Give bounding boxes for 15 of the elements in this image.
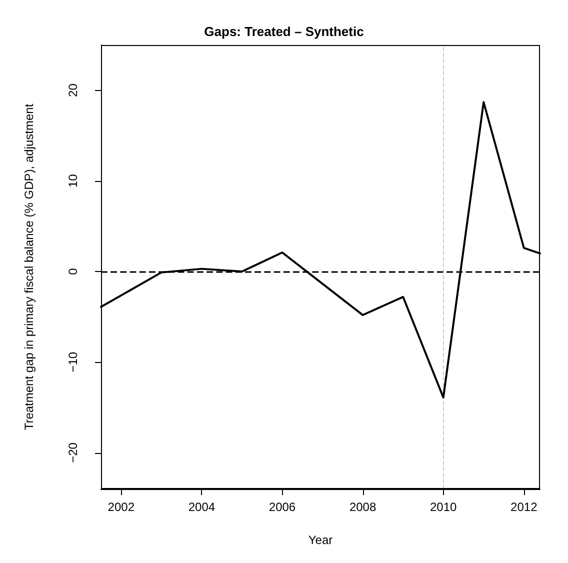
y-tick-label: 20 [66,83,80,97]
line-series [100,101,541,398]
x-tick-label: 2010 [430,500,458,514]
y-tick-label: −20 [66,442,80,463]
x-tick-label: 2004 [188,500,216,514]
y-tick-label: 0 [66,268,80,275]
x-tick-label: 2012 [510,500,538,514]
chart-title: Gaps: Treated – Synthetic [204,24,364,39]
y-tick-label: −10 [66,352,80,372]
y-axis-title: Treatment gap in primary fiscal balance (% GDP), adjustment [22,103,36,430]
x-tick-label: 2008 [349,500,376,514]
x-axis-title: Year [308,533,333,547]
x-tick-label: 2002 [108,500,135,514]
x-tick-label: 2006 [268,500,296,514]
y-tick-label: 10 [66,174,80,188]
